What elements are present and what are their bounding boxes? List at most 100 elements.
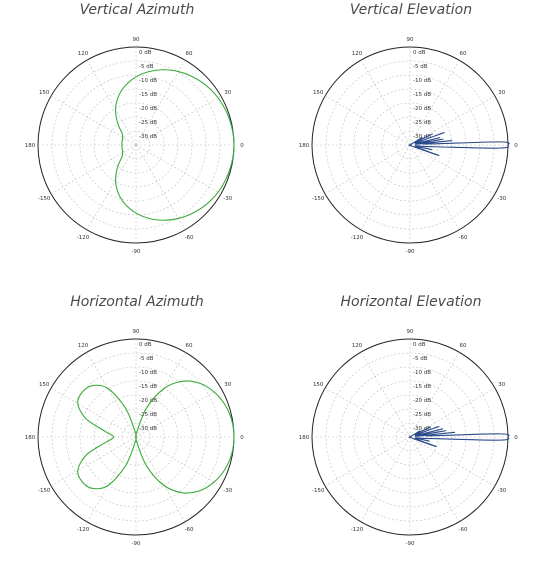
- angle-tick-label: 120: [352, 343, 363, 349]
- radial-tick-label: -30 dB: [139, 134, 157, 140]
- grid-spoke: [409, 351, 460, 438]
- polar-grid: [311, 338, 509, 536]
- angle-tick-label: 90: [407, 37, 414, 43]
- grid-spoke: [86, 144, 137, 231]
- angle-tick-label: -30: [497, 196, 506, 202]
- radiation-pattern-series: [77, 380, 235, 494]
- angle-tick-label: 30: [224, 90, 231, 96]
- angle-tick-label: -90: [132, 541, 141, 547]
- radial-tick-label: -15 dB: [139, 384, 157, 390]
- radial-tick-label: -20 dB: [413, 106, 431, 112]
- angle-tick-label: -60: [459, 527, 468, 533]
- angle-tick-label: 0: [514, 143, 518, 149]
- polar-plot-vertical-elevation: 0 30 60 90 120 150 180 -150 -120 -90 -60 -30 0 dB -5 …: [299, 37, 519, 255]
- radial-tick-label: -5 dB: [413, 64, 428, 70]
- chart-horizontal-azimuth: Horizontal Azimuth 0 30 60 90 120 150 180 -150 -…: [0, 292, 274, 566]
- radial-tick-label: -10 dB: [413, 370, 431, 376]
- polar-plot-vertical-azimuth: 0 30 60 90 120 150 180 -150 -120 -90 -60 -30 0 dB -5 …: [25, 37, 245, 255]
- radial-tick-label: -5 dB: [139, 356, 154, 362]
- angle-tick-label: -120: [351, 235, 364, 241]
- radial-tick-label: -20 dB: [413, 398, 431, 404]
- grid-spoke: [409, 59, 460, 146]
- grid-spoke: [86, 436, 137, 523]
- angle-tick-label: 60: [186, 51, 193, 57]
- angle-tick-label: 120: [352, 51, 363, 57]
- chart-title: Vertical Azimuth: [79, 2, 195, 18]
- radial-tick-label: -30 dB: [413, 426, 431, 432]
- grid-spoke: [135, 95, 222, 146]
- radial-tick-label: -15 dB: [413, 384, 431, 390]
- angle-tick-label: 150: [313, 90, 324, 96]
- angle-tick-label: -120: [351, 527, 364, 533]
- angle-tick-label: -120: [77, 235, 90, 241]
- grid-spoke: [409, 387, 496, 438]
- radial-tick-label: -25 dB: [413, 412, 431, 418]
- radial-tick-label: -25 dB: [413, 120, 431, 126]
- radiation-pattern-series: [408, 425, 510, 448]
- grid-spoke: [135, 144, 186, 231]
- angle-tick-label: 150: [39, 382, 50, 388]
- angle-tick-label: -150: [38, 488, 51, 494]
- grid-spoke: [324, 387, 411, 438]
- grid-spoke: [324, 95, 411, 146]
- grid-spoke: [135, 436, 186, 523]
- grid-spoke: [409, 436, 460, 523]
- grid-spoke: [324, 436, 411, 487]
- angle-tick-label: 30: [498, 90, 505, 96]
- grid-spoke: [50, 95, 137, 146]
- chart-horizontal-elevation: Horizontal Elevation 0 30 60 90 120 150 180 -15…: [274, 292, 548, 566]
- radial-tick-label: 0 dB: [139, 50, 152, 56]
- angle-tick-label: -90: [132, 249, 141, 255]
- grid-spoke: [409, 436, 496, 487]
- angle-tick-label: 90: [407, 329, 414, 335]
- grid-spoke: [135, 59, 186, 146]
- polar-plot-horizontal-azimuth: 0 30 60 90 120 150 180 -150 -120 -90 -60 -30 0 dB -5 …: [25, 329, 245, 547]
- radial-tick-label: 0 dB: [413, 342, 426, 348]
- angle-tick-label: 90: [133, 329, 140, 335]
- chart-title: Horizontal Elevation: [340, 294, 482, 310]
- radial-tick-label: -15 dB: [139, 92, 157, 98]
- angle-tick-label: -120: [77, 527, 90, 533]
- polar-grid: [37, 338, 235, 536]
- angle-tick-label: 60: [460, 51, 467, 57]
- radial-tick-label: -5 dB: [139, 64, 154, 70]
- radial-tick-label: -10 dB: [139, 78, 157, 84]
- radial-tick-label: -20 dB: [139, 106, 157, 112]
- angle-tick-label: -30: [497, 488, 506, 494]
- grid-spoke: [360, 351, 411, 438]
- grid-spoke: [409, 95, 496, 146]
- polar-plot-horizontal-elevation: 0 30 60 90 120 150 180 -150 -120 -90 -60 -30 0 dB -5 …: [299, 329, 519, 547]
- grid-spoke: [86, 59, 137, 146]
- angle-tick-label: 30: [498, 382, 505, 388]
- grid-spoke: [360, 59, 411, 146]
- angle-tick-label: 180: [299, 435, 310, 441]
- grid-spoke: [50, 387, 137, 438]
- angle-tick-label: -150: [38, 196, 51, 202]
- angle-tick-label: 180: [299, 143, 310, 149]
- angle-tick-label: 60: [460, 343, 467, 349]
- grid-spoke: [324, 144, 411, 195]
- grid-spoke: [409, 144, 460, 231]
- grid-spoke: [409, 144, 496, 195]
- angle-tick-label: 90: [133, 37, 140, 43]
- angle-tick-label: 150: [313, 382, 324, 388]
- angle-tick-label: 30: [224, 382, 231, 388]
- radial-tick-label: -10 dB: [139, 370, 157, 376]
- angle-tick-label: 0: [240, 143, 244, 149]
- angle-tick-label: 120: [78, 343, 89, 349]
- angle-tick-label: -150: [312, 488, 325, 494]
- radial-tick-label: -30 dB: [139, 426, 157, 432]
- angle-tick-label: 120: [78, 51, 89, 57]
- angle-tick-label: 180: [25, 435, 36, 441]
- angle-tick-label: -30: [223, 488, 232, 494]
- grid-spoke: [50, 144, 137, 195]
- angle-tick-label: -60: [459, 235, 468, 241]
- angle-tick-label: 180: [25, 143, 36, 149]
- angle-tick-label: -90: [406, 249, 415, 255]
- angle-tick-label: 60: [186, 343, 193, 349]
- grid-spoke: [135, 436, 222, 487]
- angle-tick-label: 0: [514, 435, 518, 441]
- chart-vertical-azimuth: Vertical Azimuth 0 30 60 90 120 150 180 -150 -12…: [0, 0, 274, 274]
- polar-grid: [311, 46, 509, 244]
- radial-tick-label: 0 dB: [139, 342, 152, 348]
